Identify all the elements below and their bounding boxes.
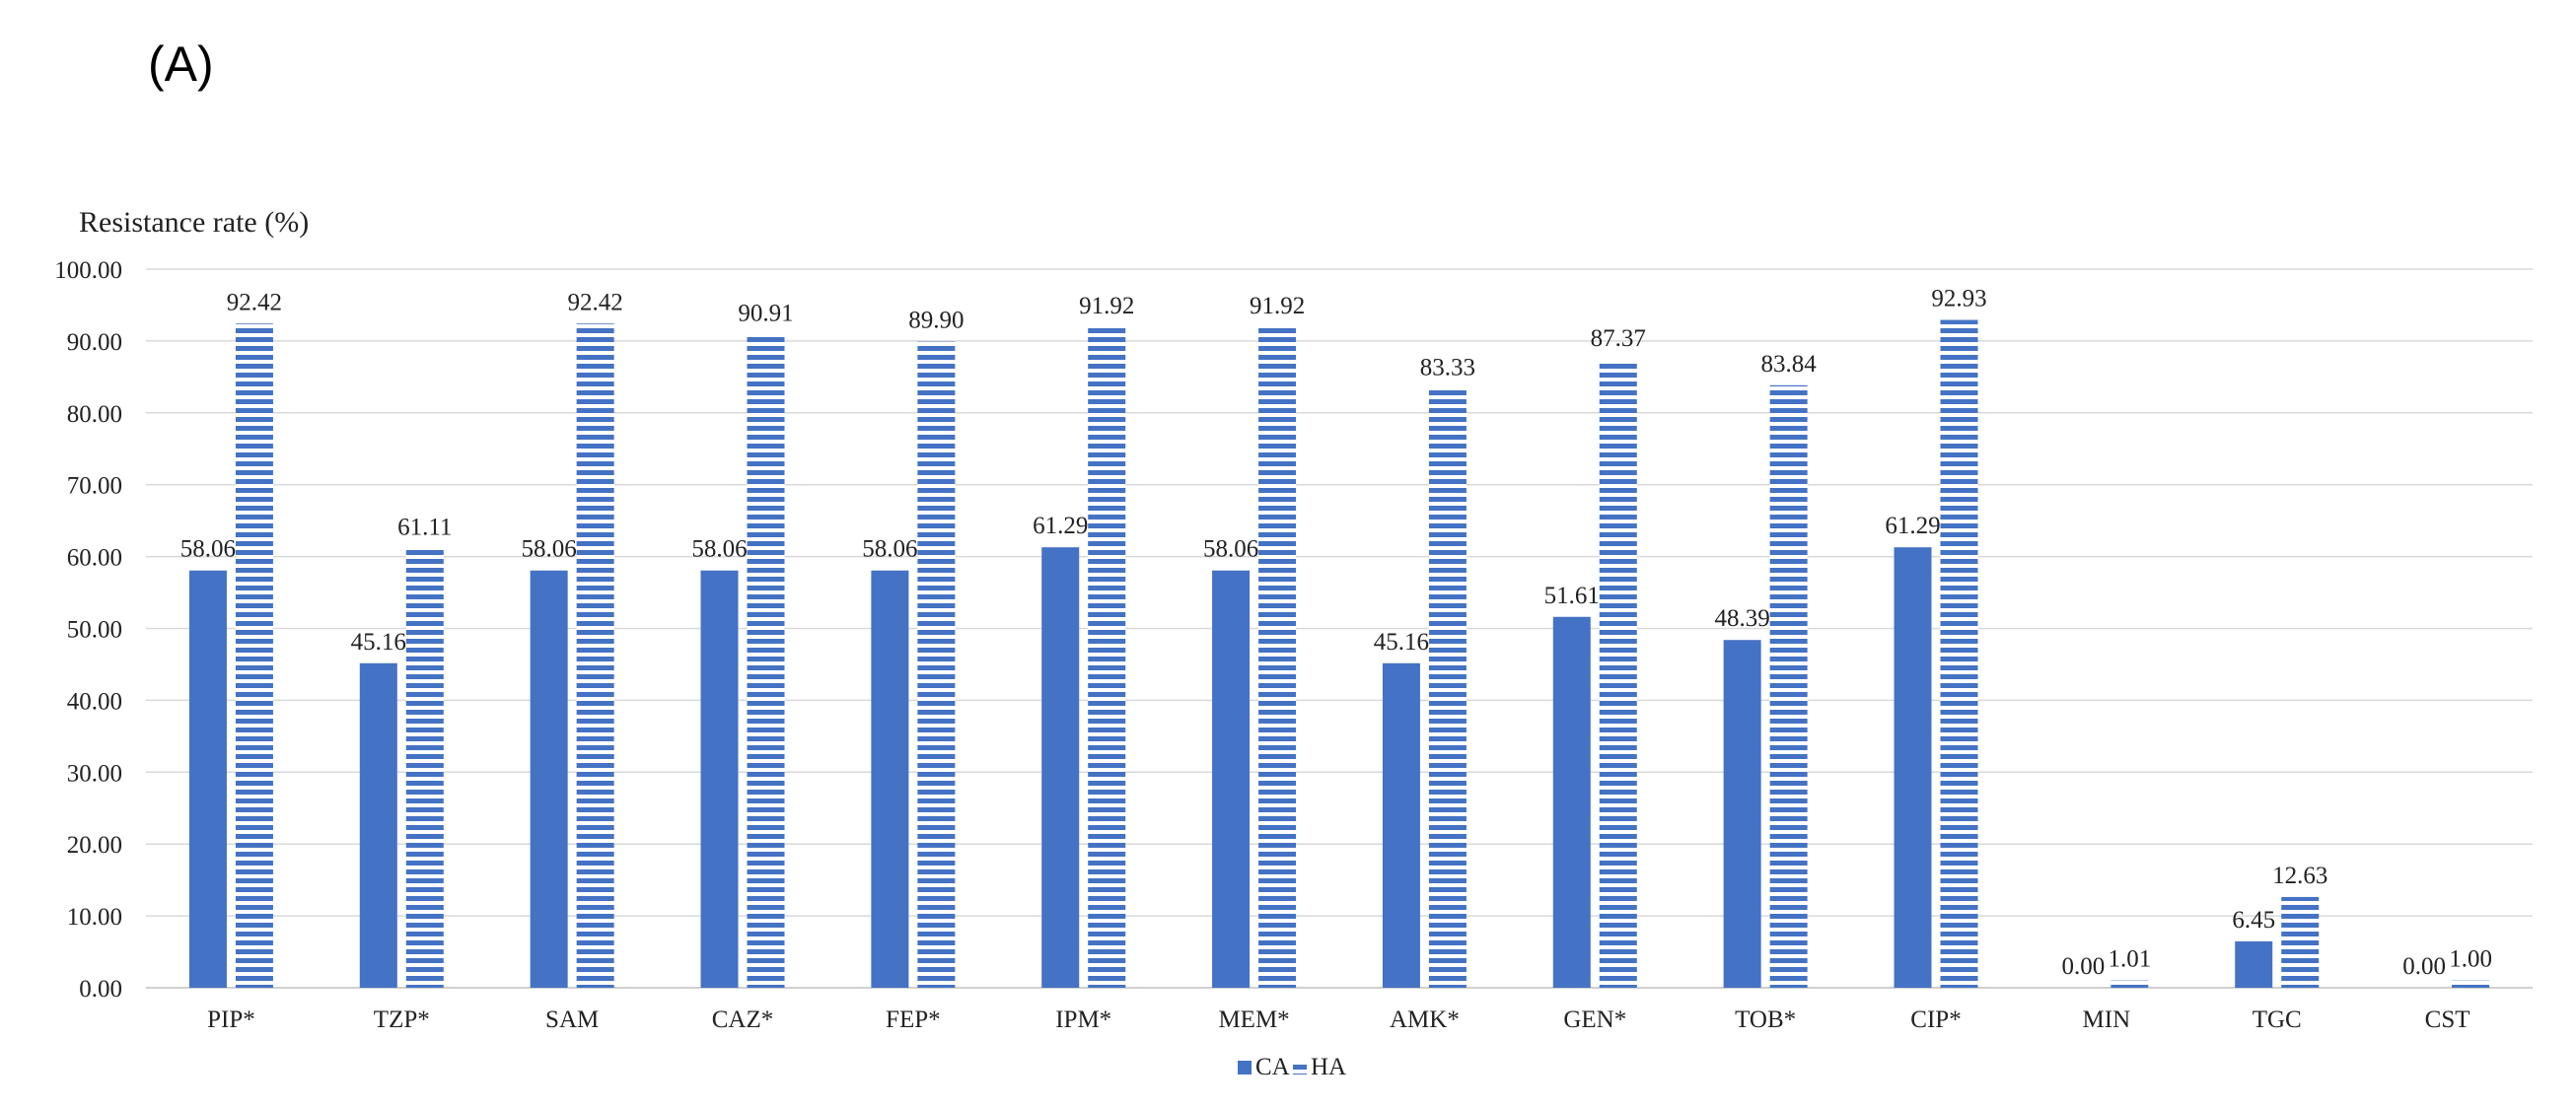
data-label-ca: 58.06: [862, 536, 917, 563]
bar-ca: [188, 570, 227, 988]
data-label-ha: 1.01: [2108, 946, 2151, 973]
y-tick-label: 40.00: [67, 688, 122, 715]
x-tick-label: AMK*: [1390, 1006, 1460, 1033]
bar-ha: [405, 548, 444, 988]
x-tick-label: SAM: [545, 1006, 599, 1033]
data-label-ca: 0.00: [2402, 953, 2446, 980]
bar-ca: [1552, 616, 1591, 988]
legend-label-ha: HA: [1311, 1054, 1346, 1080]
bar-ha: [1940, 319, 1978, 989]
legend-swatch-ca: [1238, 1061, 1252, 1074]
data-label-ha: 92.42: [568, 289, 623, 315]
data-label-ha: 91.92: [1250, 293, 1305, 319]
bar-ca: [871, 570, 909, 988]
bar-ca: [1894, 547, 1932, 988]
data-label-ha: 12.63: [2272, 863, 2327, 889]
bar-ha: [1428, 388, 1467, 988]
bar-ca: [1041, 547, 1080, 988]
panel-label: (A): [148, 36, 214, 92]
x-tick-label: MIN: [2083, 1006, 2131, 1033]
y-tick-label: 10.00: [67, 904, 122, 931]
data-label-ca: 58.06: [522, 536, 577, 563]
data-label-ha: 87.37: [1591, 325, 1646, 352]
x-axis-ticks: PIP* TZP* SAM CAZ* FEP* IPM* MEM* AMK* GEN* TOB* C…: [207, 1006, 2469, 1033]
bar-ha: [1258, 326, 1297, 988]
data-label-ha: 92.93: [1931, 286, 1986, 312]
bar-ha: [2281, 896, 2320, 988]
y-tick-label: 20.00: [67, 832, 122, 859]
bar-ca: [530, 570, 568, 988]
data-label-ha: 91.92: [1079, 293, 1134, 319]
y-tick-label: 30.00: [67, 760, 122, 787]
gridlines: [146, 268, 2533, 989]
y-axis-label: Resistance rate (%): [79, 206, 309, 239]
x-tick-label: CST: [2425, 1006, 2470, 1033]
bar-ca: [700, 570, 739, 988]
bar-ca: [1212, 570, 1251, 988]
data-label-ca: 58.06: [691, 536, 747, 563]
y-tick-label: 60.00: [67, 545, 122, 572]
data-label-ca: 45.16: [351, 629, 406, 656]
legend-swatch-ha: [1293, 1061, 1307, 1074]
x-tick-label: FEP*: [886, 1006, 941, 1033]
data-label-ha: 61.11: [397, 515, 452, 541]
x-tick-label: PIP*: [207, 1006, 255, 1033]
bar-ha: [2452, 980, 2490, 988]
bar-ha: [1599, 360, 1637, 988]
x-tick-label: TOB*: [1735, 1006, 1796, 1033]
x-tick-label: TGC: [2253, 1006, 2302, 1033]
bar-ha: [2111, 980, 2149, 988]
data-label-ha: 83.84: [1761, 351, 1818, 378]
bar-ha: [1769, 384, 1808, 988]
legend: CA HA: [1238, 1054, 1346, 1080]
bar-ca: [359, 662, 397, 988]
data-label-ha: 90.91: [738, 300, 793, 326]
x-tick-label: CAZ*: [712, 1006, 774, 1033]
y-tick-label: 0.00: [79, 976, 122, 1003]
data-label-ca: 0.00: [2061, 953, 2105, 980]
bars: [188, 319, 2490, 989]
data-label-ha: 83.33: [1420, 355, 1475, 381]
bar-ca: [1723, 640, 1761, 988]
data-labels: 58.06 92.42 45.16 61.11 58.06 92.42 58.06 90.91…: [180, 286, 2492, 980]
x-tick-label: MEM*: [1218, 1006, 1289, 1033]
data-label-ha: 1.00: [2449, 946, 2492, 973]
x-tick-label: IPM*: [1055, 1006, 1111, 1033]
y-tick-label: 90.00: [67, 329, 122, 356]
bar-ha: [747, 334, 785, 988]
y-tick-label: 70.00: [67, 473, 122, 500]
data-label-ca: 51.61: [1544, 583, 1600, 609]
y-tick-label: 50.00: [67, 617, 122, 644]
data-label-ca: 58.06: [1203, 536, 1258, 563]
y-axis-ticks: 0.00 10.00 20.00 30.00 40.00 50.00 60.00 70.00 8…: [54, 257, 122, 1003]
bar-ha: [576, 323, 614, 989]
x-tick-label: CIP*: [1910, 1006, 1961, 1033]
data-label-ha: 92.42: [227, 289, 282, 315]
bar-ca: [1382, 662, 1420, 988]
data-label-ca: 45.16: [1374, 629, 1429, 656]
data-label-ca: 48.39: [1715, 605, 1770, 632]
data-label-ha: 89.90: [908, 308, 964, 334]
bar-ca: [2235, 940, 2273, 988]
legend-label-ca: CA: [1255, 1054, 1290, 1080]
data-label-ca: 61.29: [1885, 513, 1940, 539]
data-label-ca: 6.45: [2232, 907, 2275, 934]
x-tick-label: TZP*: [374, 1006, 430, 1033]
data-label-ca: 58.06: [180, 536, 236, 563]
y-tick-label: 80.00: [67, 401, 122, 428]
bar-ha: [917, 341, 956, 988]
x-tick-label: GEN*: [1563, 1006, 1626, 1033]
data-label-ca: 61.29: [1033, 513, 1088, 539]
bar-ha: [1088, 326, 1126, 988]
y-tick-label: 100.00: [54, 257, 122, 284]
bar-ha: [235, 323, 273, 989]
